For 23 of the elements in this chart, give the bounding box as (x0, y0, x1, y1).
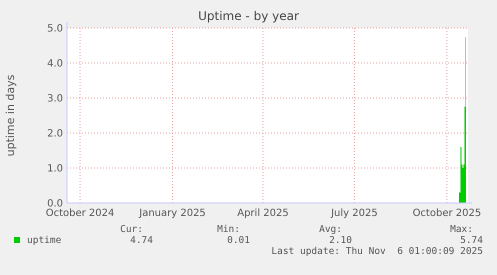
y-tick-label: 2.0 (47, 128, 63, 140)
x-tick-label: January 2025 (138, 208, 206, 219)
x-tick-label: October 2024 (46, 208, 114, 219)
y-axis-title: uptime in days (4, 74, 17, 156)
x-tick-label: April 2025 (237, 208, 289, 219)
text: 2.10 (329, 235, 352, 246)
y-tick-label: 3.0 (47, 94, 63, 104)
x-tick-label: October 2025 (412, 208, 482, 219)
y-tick-label: 1.0 (47, 164, 63, 174)
text: Max: (450, 224, 473, 235)
text: 4.74 (130, 235, 154, 246)
text: Cur: (120, 224, 143, 235)
x-tick-label: July 2025 (330, 208, 378, 219)
y-tick-label: 4.0 (47, 58, 63, 70)
text: 5.74 (460, 235, 484, 246)
y-tick-label: 5.0 (47, 24, 63, 34)
text: Last update: Thu Nov 6 01:00:09 2025 (271, 246, 483, 257)
text: 0.01 (227, 235, 250, 246)
text: Avg: (319, 224, 342, 235)
text: Min: (217, 224, 240, 235)
y-tick-label: 0.0 (47, 198, 63, 210)
legend-label: uptime (27, 235, 62, 246)
chart-title: Uptime - by year (198, 9, 299, 23)
